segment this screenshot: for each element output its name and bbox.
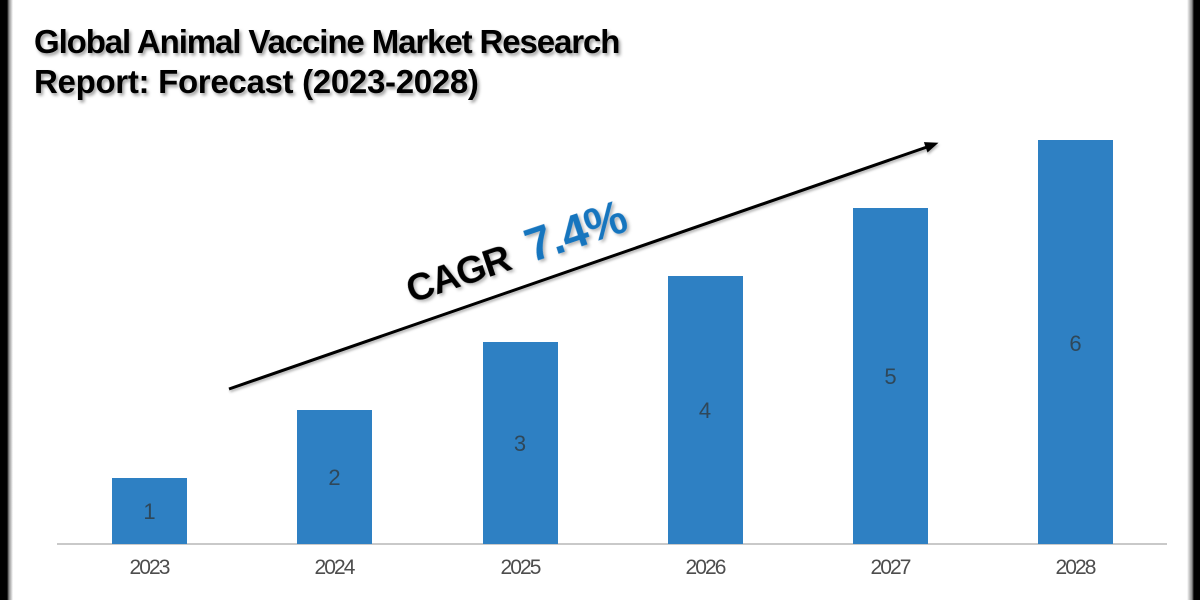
svg-text:CAGR7.4%: CAGR7.4% <box>398 189 633 312</box>
